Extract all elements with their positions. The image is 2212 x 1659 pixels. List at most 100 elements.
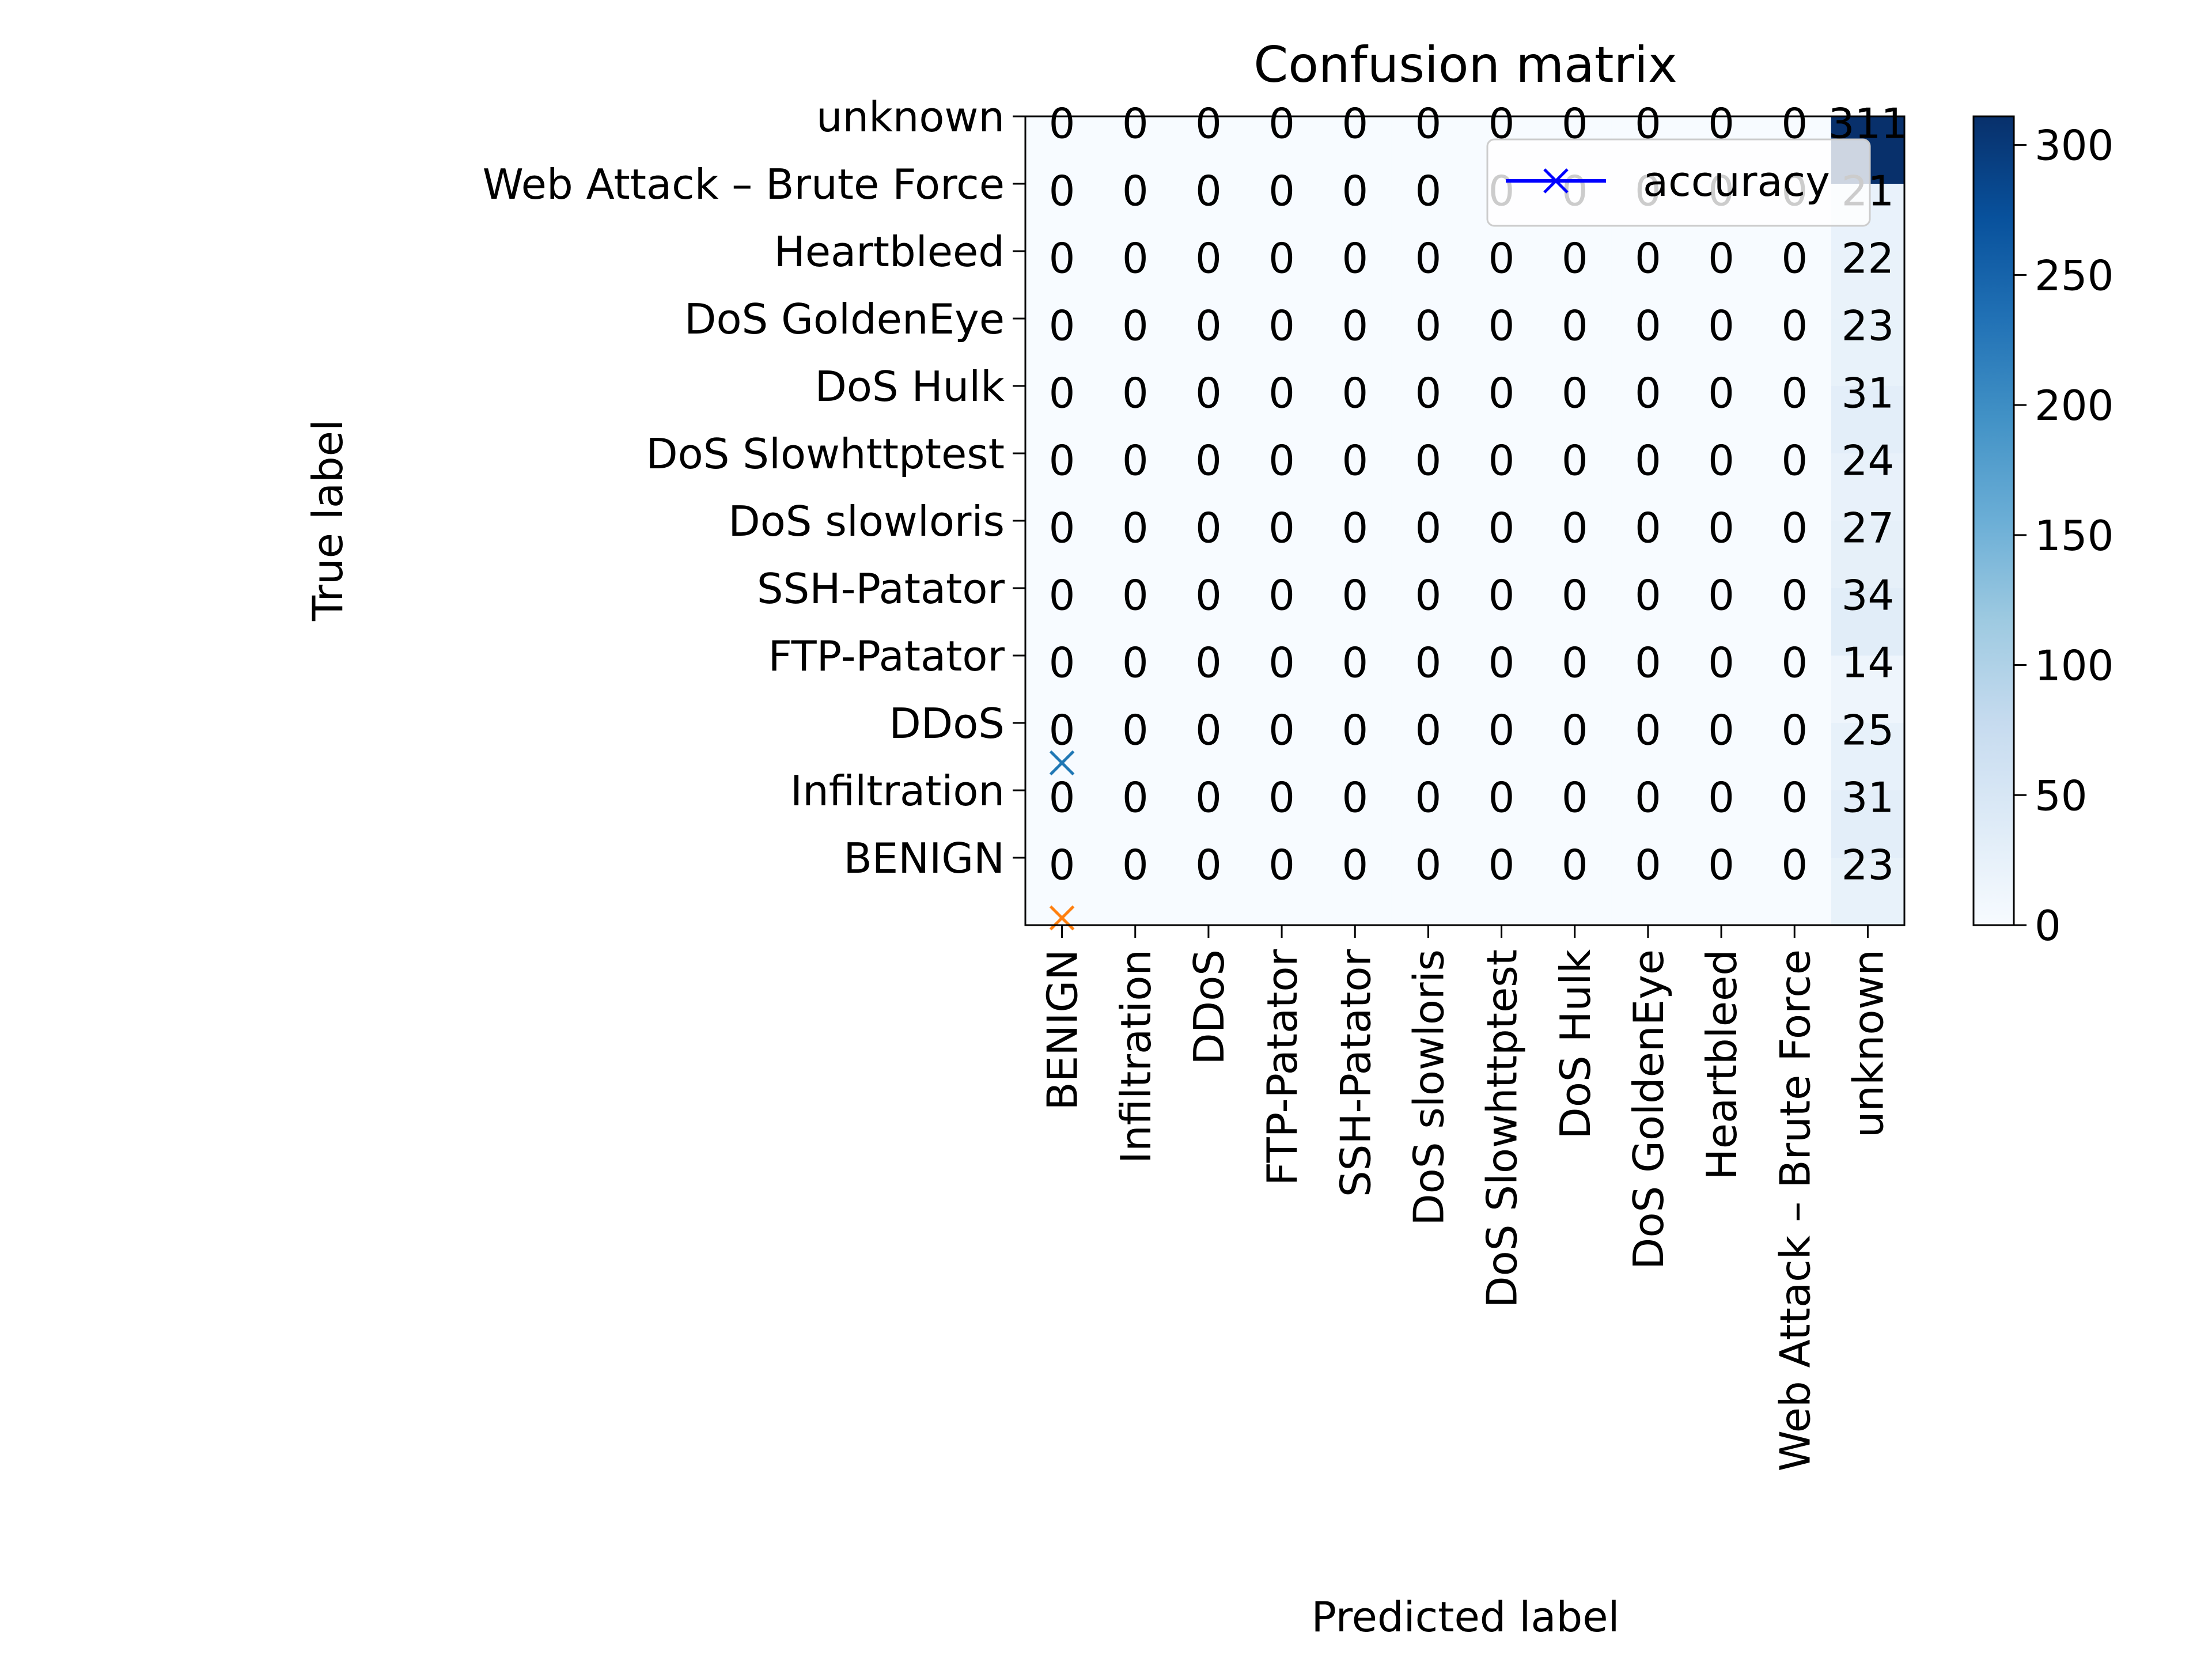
cell-3-5 — [1391, 319, 1465, 387]
cell-4-0 — [1025, 386, 1099, 454]
cell-10-5 — [1391, 790, 1465, 858]
cell-label-7-7: 0 — [1562, 571, 1588, 620]
cell-9-1 — [1099, 723, 1172, 791]
cell-label-8-1: 0 — [1122, 639, 1149, 687]
cell-label-11-8: 0 — [1635, 841, 1661, 889]
colorbar-tick-label-50: 50 — [2035, 771, 2088, 820]
x-axis-label: Predicted label — [1311, 1593, 1619, 1641]
y-tick-label-dos-slowhttptest: DoS Slowhttptest — [646, 430, 1005, 478]
x-tick-label-dos-hulk: DoS Hulk — [1551, 949, 1600, 1139]
cell-label-5-5: 0 — [1415, 437, 1442, 485]
cell-10-4 — [1318, 790, 1392, 858]
cell-label-8-11: 14 — [1842, 639, 1895, 687]
cell-8-6 — [1465, 656, 1539, 724]
cell-11-5 — [1391, 858, 1465, 926]
legend-frame — [1486, 138, 1871, 227]
cell-label-7-0: 0 — [1049, 571, 1075, 620]
cell-label-11-10: 0 — [1781, 841, 1808, 889]
cell-label-8-7: 0 — [1562, 639, 1588, 687]
cell-label-5-6: 0 — [1488, 437, 1515, 485]
cell-label-3-0: 0 — [1049, 302, 1075, 350]
y-tick-label-ddos: DDoS — [889, 699, 1005, 748]
cell-0-0 — [1025, 116, 1099, 184]
cell-label-9-10: 0 — [1781, 706, 1808, 755]
cell-label-4-8: 0 — [1635, 369, 1661, 418]
cell-7-3 — [1245, 588, 1319, 656]
cell-2-7 — [1538, 251, 1612, 319]
cell-label-9-5: 0 — [1415, 706, 1442, 755]
cell-8-2 — [1172, 656, 1245, 724]
cell-9-0 — [1025, 723, 1099, 791]
cell-6-7 — [1538, 521, 1612, 589]
cell-11-9 — [1684, 858, 1759, 926]
x-tick-label-web-attack-brute-force: Web Attack – Brute Force — [1771, 949, 1819, 1471]
cell-6-5 — [1391, 521, 1465, 589]
cell-4-4 — [1318, 386, 1392, 454]
cell-9-4 — [1318, 723, 1392, 791]
cell-10-0 — [1025, 790, 1099, 858]
cell-label-10-9: 0 — [1708, 774, 1734, 822]
cell-label-6-11: 27 — [1842, 504, 1895, 552]
cell-label-8-8: 0 — [1635, 639, 1661, 687]
cell-8-9 — [1684, 656, 1759, 724]
cell-label-8-5: 0 — [1415, 639, 1442, 687]
cell-label-5-11: 24 — [1842, 437, 1895, 485]
cell-9-11 — [1831, 723, 1905, 791]
cell-label-9-6: 0 — [1488, 706, 1515, 755]
cell-5-3 — [1245, 453, 1319, 521]
cell-label-9-3: 0 — [1268, 706, 1295, 755]
cell-label-5-3: 0 — [1268, 437, 1295, 485]
cell-label-10-11: 31 — [1842, 774, 1895, 822]
cell-0-5 — [1391, 116, 1465, 184]
cell-10-2 — [1172, 790, 1245, 858]
cell-4-3 — [1245, 386, 1319, 454]
cell-5-2 — [1172, 453, 1245, 521]
cell-label-11-1: 0 — [1122, 841, 1149, 889]
cell-8-7 — [1538, 656, 1612, 724]
cell-label-11-2: 0 — [1195, 841, 1222, 889]
cell-8-3 — [1245, 656, 1319, 724]
cell-8-0 — [1025, 656, 1099, 724]
cell-label-4-1: 0 — [1122, 369, 1149, 418]
cell-label-6-7: 0 — [1562, 504, 1588, 552]
cell-label-8-3: 0 — [1268, 639, 1295, 687]
cell-label-6-1: 0 — [1122, 504, 1149, 552]
cell-5-4 — [1318, 453, 1392, 521]
cell-label-2-3: 0 — [1268, 234, 1295, 283]
cell-label-1-0: 0 — [1049, 167, 1075, 215]
cell-8-4 — [1318, 656, 1392, 724]
cell-label-4-0: 0 — [1049, 369, 1075, 418]
cell-label-2-4: 0 — [1342, 234, 1368, 283]
cell-4-11 — [1831, 386, 1905, 454]
cell-label-7-8: 0 — [1635, 571, 1661, 620]
cell-7-11 — [1831, 588, 1905, 656]
cell-3-1 — [1099, 319, 1172, 387]
cell-label-4-3: 0 — [1268, 369, 1295, 418]
cell-10-6 — [1465, 790, 1539, 858]
cell-label-5-9: 0 — [1708, 437, 1734, 485]
cell-1-0 — [1025, 184, 1099, 252]
cell-label-0-0: 0 — [1049, 100, 1075, 148]
cell-label-4-10: 0 — [1781, 369, 1808, 418]
y-axis-label: True label — [304, 419, 352, 622]
cell-label-3-9: 0 — [1708, 302, 1734, 350]
cell-3-11 — [1831, 319, 1905, 387]
cell-label-1-4: 0 — [1342, 167, 1368, 215]
cell-label-6-8: 0 — [1635, 504, 1661, 552]
cell-2-8 — [1611, 251, 1685, 319]
cell-label-3-3: 0 — [1268, 302, 1295, 350]
cell-3-2 — [1172, 319, 1245, 387]
cell-4-1 — [1099, 386, 1172, 454]
cell-6-4 — [1318, 521, 1392, 589]
cell-8-10 — [1758, 656, 1832, 724]
cell-label-7-10: 0 — [1781, 571, 1808, 620]
cell-4-10 — [1758, 386, 1832, 454]
legend-marker-accuracy — [1543, 168, 1569, 194]
cell-2-0 — [1025, 251, 1099, 319]
cell-label-8-6: 0 — [1488, 639, 1515, 687]
cell-7-0 — [1025, 588, 1099, 656]
cell-5-9 — [1684, 453, 1759, 521]
cell-label-6-9: 0 — [1708, 504, 1734, 552]
cell-7-5 — [1391, 588, 1465, 656]
x-tick-label-ssh-patator: SSH-Patator — [1331, 949, 1380, 1197]
